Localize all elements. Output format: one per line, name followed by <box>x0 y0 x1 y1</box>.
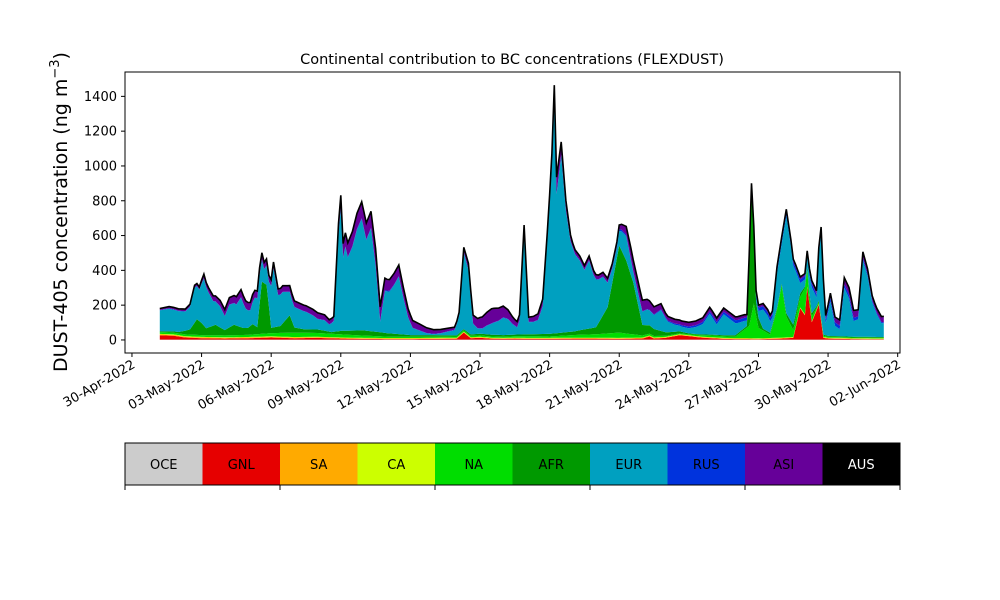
y-tick-label: 200 <box>92 299 117 314</box>
plot-frame <box>124 71 901 354</box>
x-tick-label: 30-May-2022 <box>752 357 834 413</box>
legend-swatch-gnl <box>202 443 280 485</box>
y-tick-label: 1400 <box>84 90 117 105</box>
x-tick-label: 02-Jun-2022 <box>827 357 904 410</box>
y-tick-label: 1000 <box>84 159 117 174</box>
y-tick-label: 600 <box>92 229 117 244</box>
x-tick-label: 21-May-2022 <box>544 357 626 413</box>
legend-swatch-na <box>435 443 513 485</box>
legend-frame <box>124 442 901 486</box>
legend-swatch-eur <box>590 443 668 485</box>
legend-label-gnl: GNL <box>228 458 256 473</box>
y-axis-label-main: DUST-405 concentration (ng m <box>50 79 72 372</box>
y-axis: 0 200 400 600 800 1000 1200 1400 <box>84 90 125 348</box>
x-tick-label: 06-May-2022 <box>196 357 278 413</box>
x-axis: 30-Apr-202203-May-202206-May-202209-May-… <box>61 353 904 413</box>
x-tick-label: 18-May-2022 <box>474 357 556 413</box>
x-tick-label: 24-May-2022 <box>613 357 695 413</box>
legend-label-ca: CA <box>387 458 405 473</box>
x-tick-label: 09-May-2022 <box>265 357 347 413</box>
y-tick-label: 1200 <box>84 125 117 140</box>
legend-label-aus: AUS <box>848 458 875 473</box>
legend-swatch-asi <box>745 443 823 485</box>
legend-swatch-aus <box>822 443 900 485</box>
legend-swatch-oce <box>125 443 203 485</box>
legend-label-oce: OCE <box>150 458 178 473</box>
x-tick-label: 15-May-2022 <box>404 357 486 413</box>
area-gnl <box>159 287 884 340</box>
legend-label-eur: EUR <box>615 458 642 473</box>
legend-label-sa: SA <box>310 458 327 473</box>
legend-swatch-rus <box>667 443 745 485</box>
area-layers <box>159 85 884 340</box>
x-tick-label: 03-May-2022 <box>126 357 208 413</box>
y-axis-label: DUST-405 concentration (ng m−3) <box>48 52 72 372</box>
legend-label-rus: RUS <box>693 458 720 473</box>
legend-swatch-afr <box>512 443 590 485</box>
y-tick-label: 800 <box>92 194 117 209</box>
y-tick-label: 400 <box>92 264 117 279</box>
x-tick-label: 27-May-2022 <box>683 357 765 413</box>
y-axis-label-close: ) <box>50 52 72 59</box>
x-tick-label: 12-May-2022 <box>335 357 417 413</box>
y-axis-label-sup: −3 <box>48 59 63 78</box>
legend-colorbar: OCE GNL SA CA NA AFR EUR RUS ASI AUS <box>124 442 901 490</box>
legend-swatch-sa <box>280 443 358 485</box>
chart-title: Continental contribution to BC concentra… <box>300 52 724 68</box>
series-line-aus <box>159 85 884 331</box>
area-eur <box>159 103 884 337</box>
legend-label-na: NA <box>464 458 483 473</box>
legend-label-afr: AFR <box>539 458 564 473</box>
y-tick-label: 0 <box>109 333 117 348</box>
legend-label-asi: ASI <box>773 458 794 473</box>
legend-swatch-ca <box>357 443 435 485</box>
